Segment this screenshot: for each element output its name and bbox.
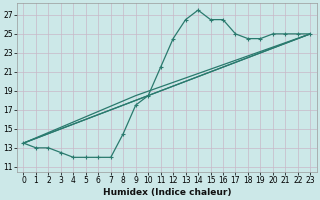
- X-axis label: Humidex (Indice chaleur): Humidex (Indice chaleur): [103, 188, 231, 197]
